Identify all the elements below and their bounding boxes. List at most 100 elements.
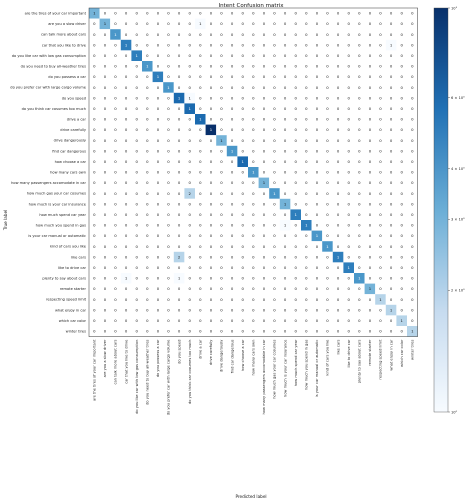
heatmap-cell — [407, 145, 418, 157]
cell-value-label: 0 — [188, 74, 191, 79]
cell-value-label: 1 — [220, 138, 223, 143]
cell-value-label: 0 — [125, 318, 128, 323]
cell-value-label: 0 — [294, 42, 297, 47]
heatmap-cell — [290, 251, 301, 263]
cell-value-label: 0 — [93, 212, 96, 217]
cell-value-label: 0 — [231, 286, 234, 291]
heatmap-cell — [396, 135, 407, 146]
heatmap-cell — [142, 209, 153, 220]
heatmap-cell — [195, 167, 206, 178]
cell-value-label: 0 — [178, 318, 181, 323]
cell-value-label: 0 — [316, 11, 319, 16]
heatmap-cell — [322, 61, 333, 72]
cell-value-label: 0 — [305, 42, 308, 47]
heatmap-cell — [195, 50, 206, 61]
heatmap-cell — [354, 135, 365, 146]
heatmap-cell — [205, 124, 217, 136]
cell-value-label: 1 — [369, 286, 372, 291]
heatmap-cell — [110, 326, 121, 337]
cell-value-label: 0 — [199, 233, 202, 238]
cell-value-label: 0 — [241, 148, 244, 153]
heatmap-cell — [396, 326, 407, 337]
heatmap-cell — [89, 273, 100, 284]
cell-value-label: 0 — [199, 276, 202, 281]
cell-value-label: 0 — [284, 21, 287, 26]
cell-value-label: 0 — [241, 21, 244, 26]
cell-value-label: 1 — [167, 85, 170, 90]
heatmap-cell — [279, 61, 291, 72]
cell-value-label: 0 — [252, 95, 255, 100]
heatmap-cell — [407, 251, 418, 263]
cell-value-label: 0 — [369, 265, 372, 270]
cell-value-label: 0 — [167, 148, 170, 153]
cell-value-label: 0 — [305, 233, 308, 238]
heatmap-cell — [99, 114, 111, 125]
cell-value-label: 0 — [220, 201, 223, 206]
cell-value-label: 0 — [252, 244, 255, 249]
heatmap-cell — [131, 50, 142, 61]
cell-value-label: 0 — [252, 42, 255, 47]
cell-value-label: 0 — [157, 201, 160, 206]
x-tick-label: how many cars own — [252, 340, 256, 376]
heatmap-cell — [343, 326, 354, 337]
cell-value-label: 0 — [263, 11, 266, 16]
cell-value-label: 0 — [252, 329, 255, 334]
y-tick-label: do you possess a car — [48, 75, 86, 79]
heatmap-cell — [332, 177, 344, 189]
heatmap-cell — [152, 92, 164, 104]
heatmap-cell — [89, 304, 100, 316]
cell-value-label: 0 — [379, 32, 382, 37]
cell-value-label: 0 — [294, 32, 297, 37]
cell-value-label: 0 — [316, 254, 319, 259]
cell-value-label: 0 — [146, 297, 149, 302]
cell-value-label: 0 — [390, 318, 393, 323]
heatmap-cell — [322, 273, 333, 284]
cell-value-label: 0 — [411, 276, 414, 281]
cell-value-label: 0 — [146, 276, 149, 281]
cell-value-label: 0 — [210, 64, 213, 69]
cell-value-label: 0 — [358, 244, 361, 249]
cell-value-label: 0 — [294, 307, 297, 312]
cell-value-label: 0 — [273, 95, 276, 100]
heatmap-cell — [407, 124, 418, 136]
heatmap-cell — [375, 61, 386, 72]
cell-value-label: 0 — [411, 42, 414, 47]
cell-value-label: 0 — [135, 127, 138, 132]
cell-value-label: 0 — [316, 53, 319, 58]
cell-value-label: 0 — [347, 159, 350, 164]
heatmap-cell — [322, 304, 333, 316]
cell-value-label: 1 — [347, 265, 350, 270]
heatmap-cell — [89, 29, 100, 40]
heatmap-cell — [258, 29, 270, 40]
cell-value-label: 0 — [294, 318, 297, 323]
heatmap-cell — [152, 61, 164, 72]
cell-value-label: 0 — [263, 53, 266, 58]
cell-value-label: 0 — [390, 148, 393, 153]
heatmap-cell — [269, 145, 280, 157]
cell-value-label: 0 — [157, 127, 160, 132]
cell-value-label: 0 — [220, 329, 223, 334]
heatmap-cell — [184, 8, 195, 19]
cell-value-label: 1 — [146, 64, 149, 69]
cell-value-label: 0 — [210, 180, 213, 185]
heatmap-cell — [364, 156, 376, 167]
cell-value-label: 0 — [284, 32, 287, 37]
y-tick-label: how many cars own — [50, 171, 86, 175]
cell-value-label: 1 — [199, 21, 202, 26]
heatmap-cell — [375, 209, 386, 220]
cell-value-label: 0 — [390, 212, 393, 217]
cell-value-label: 0 — [114, 106, 117, 111]
heatmap-cell — [120, 326, 132, 337]
heatmap-cell — [343, 198, 354, 210]
cell-value-label: 0 — [188, 265, 191, 270]
heatmap-cell — [375, 167, 386, 178]
heatmap-cell — [226, 124, 238, 136]
y-tick-label: do you like car with low gas consumption — [12, 54, 86, 58]
cell-value-label: 0 — [114, 64, 117, 69]
heatmap-cell — [332, 29, 344, 40]
cell-value-label: 0 — [125, 95, 128, 100]
cell-value-label: 0 — [305, 74, 308, 79]
heatmap-cell — [205, 8, 217, 19]
cell-value-label: 0 — [252, 307, 255, 312]
